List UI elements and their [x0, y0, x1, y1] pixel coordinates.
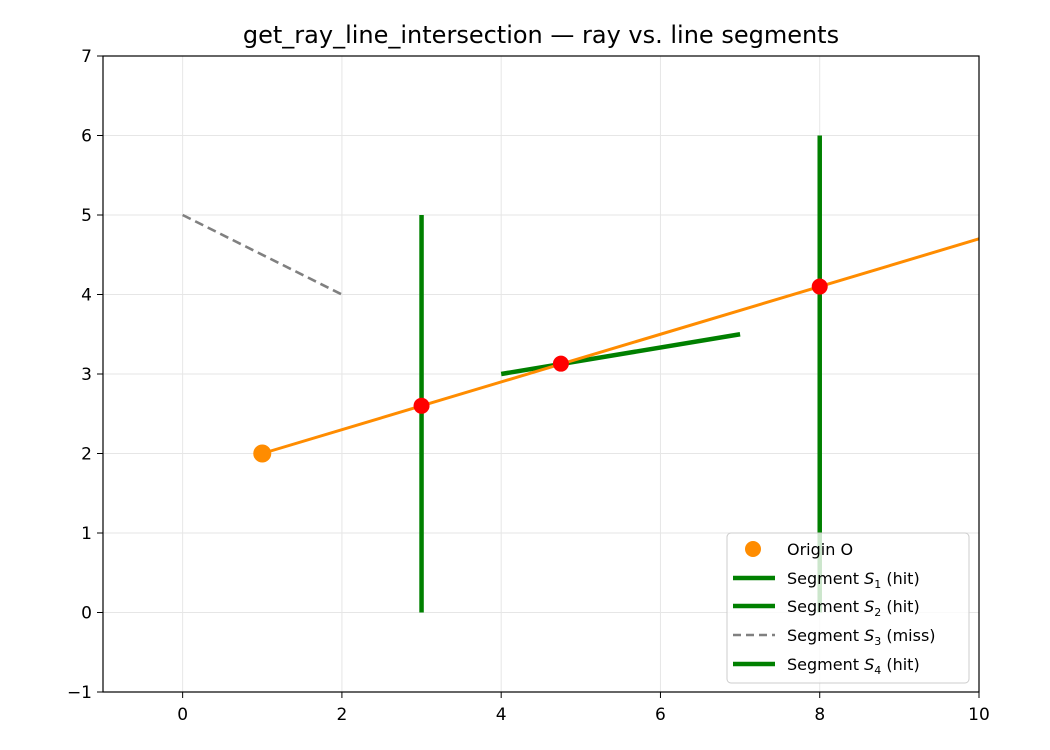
segment-3	[182, 213, 343, 296]
y-tick-label: 2	[81, 445, 92, 465]
x-tick-label: 6	[655, 705, 666, 725]
y-tick-label: 6	[81, 127, 92, 147]
ray-line	[261, 237, 979, 455]
intersection-point-2	[552, 355, 569, 372]
y-tick-label: 0	[81, 604, 92, 624]
x-tick-label: 0	[177, 705, 188, 725]
legend-origin-marker	[745, 541, 761, 557]
x-tick-label: 10	[968, 705, 990, 725]
y-tick-label: −1	[67, 683, 92, 703]
legend: Origin O Segment S1 (hit) Segment S2 (hit)…	[726, 532, 970, 684]
y-tick-label: 4	[81, 286, 92, 306]
origin-point	[253, 444, 272, 463]
legend-segment-3-label: Segment S3 (miss)	[787, 626, 936, 648]
y-tick-label: 5	[81, 206, 92, 226]
x-tick-label: 8	[814, 705, 825, 725]
intersection-point-3	[811, 278, 828, 295]
chart-title: get_ray_line_intersection — ray vs. line…	[243, 21, 839, 49]
x-tick-label: 4	[496, 705, 507, 725]
legend-box	[726, 532, 970, 684]
legend-segment-2-label: Segment S2 (hit)	[787, 597, 920, 619]
axes: 0 2 4 6 8 10 −1 0 1 2 3 4 5 6 7	[67, 47, 990, 725]
intersection-point-1	[413, 397, 430, 414]
y-tick-label: 1	[81, 524, 92, 544]
legend-segment-4-label: Segment S4 (hit)	[787, 655, 920, 677]
y-tick-label: 7	[81, 47, 92, 67]
segment-2	[500, 332, 741, 377]
legend-segment-1-label: Segment S1 (hit)	[787, 569, 920, 591]
legend-origin-label: Origin O	[787, 540, 853, 559]
x-tick-label: 2	[336, 705, 347, 725]
y-tick-label: 3	[81, 365, 92, 385]
